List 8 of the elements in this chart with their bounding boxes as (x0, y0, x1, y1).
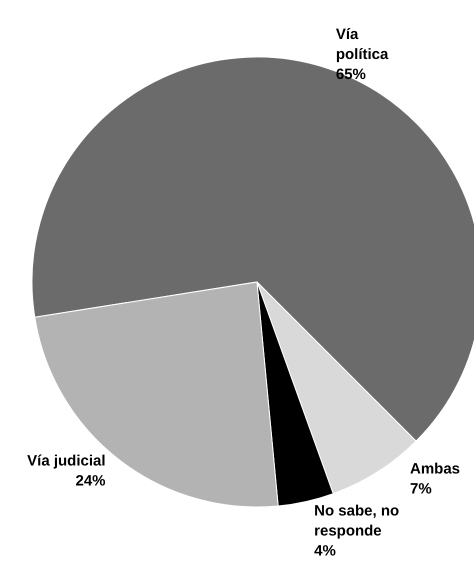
slice-label: Vía judicial (27, 452, 106, 470)
data-label: 24% (75, 472, 106, 490)
slice-label: No sabe, no responde (314, 502, 404, 540)
data-label: 4% (314, 542, 336, 560)
slice-label: Vía política (336, 26, 390, 64)
slice-label: Ambas (410, 460, 460, 478)
data-label: 65% (336, 66, 366, 84)
data-label: 7% (410, 480, 432, 498)
